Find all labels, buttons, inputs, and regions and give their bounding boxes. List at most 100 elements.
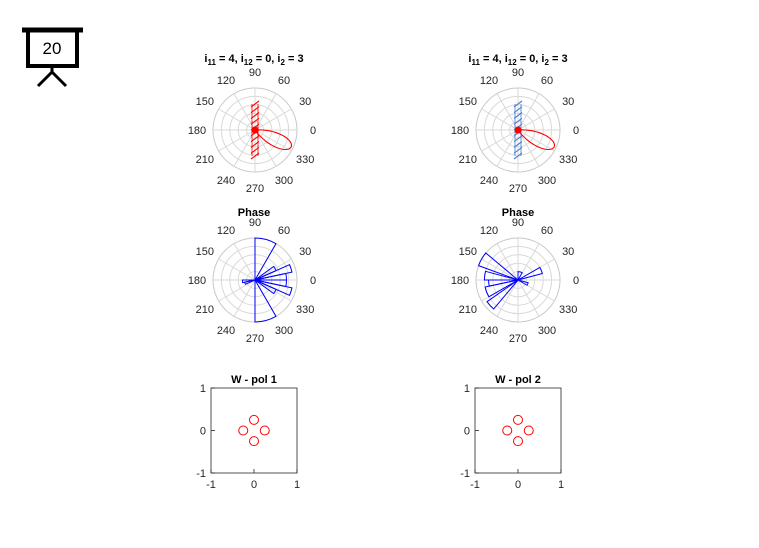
phase-left-angle-label-300: 300 [275, 325, 293, 337]
weights-right-point-1 [502, 425, 513, 436]
phase-right-spoke-240 [496, 279, 519, 317]
weights-right-scatter-plot: -1 0 1 -1 0 1 [460, 383, 564, 491]
phase-left-title: Phase [238, 207, 270, 219]
pattern-left-spoke-210 [218, 129, 256, 152]
phase-left-angle-label-0: 0 [310, 275, 316, 287]
phase-right-spoke-150 [481, 258, 519, 281]
weights-right-point-0 [513, 414, 523, 425]
pattern-right-angle-label-330: 330 [559, 154, 577, 166]
weights-right-axes-box [474, 387, 562, 474]
phase-right-title: Phase [502, 207, 534, 219]
phase-right-bin-7 [517, 279, 529, 286]
phase-left-bin-2 [254, 265, 277, 281]
weights-left-scatter-plot: -1 0 1 -1 0 1 [196, 383, 300, 491]
phase-left-spoke-210 [218, 279, 256, 302]
phase-right-bin-6 [486, 279, 519, 310]
phase-left-angle-label-210: 210 [196, 304, 214, 316]
weights-left-point-0 [249, 414, 259, 425]
board-leg-right [50, 70, 68, 88]
weights-left-point-1 [238, 425, 249, 436]
phase-right-spoke-300 [517, 279, 540, 317]
pattern-left-main-lobe [253, 129, 293, 151]
phase-left-bin-8 [254, 279, 293, 297]
weights-right-y-tick-label: 1 [464, 383, 470, 395]
weights-right-y-tick-label: 0 [464, 426, 470, 438]
pattern-left-angle-label-60: 60 [278, 75, 290, 87]
weights-left-x-tick-label: -1 [206, 479, 216, 491]
weights-right-y-tick-label: -1 [460, 468, 470, 480]
pattern-left-angle-label-120: 120 [217, 75, 235, 87]
pattern-left-spoke-30 [254, 108, 292, 131]
phase-right-angle-label-0: 0 [573, 275, 579, 287]
phase-left-angle-label-30: 30 [299, 246, 311, 258]
pattern-right-spoke-330 [517, 129, 555, 152]
pattern-right-spoke-150 [481, 108, 519, 131]
pattern-left-angle-label-240: 240 [217, 175, 235, 187]
weights-right-point-3 [513, 436, 523, 447]
pattern-left-angle-label-30: 30 [299, 96, 311, 108]
phase-left-bin-5 [244, 279, 256, 285]
weights-left-axes-box [210, 387, 298, 474]
weights-right-x-tick-label: 1 [558, 479, 564, 491]
phase-right-angle-label-180: 180 [451, 275, 469, 287]
pattern-left-spoke-330 [254, 129, 292, 152]
pattern-right-spoke-30 [517, 108, 555, 131]
phase-left-bin-9 [254, 279, 288, 288]
pattern-left-angle-label-210: 210 [196, 154, 214, 166]
pattern-left-spoke-150 [218, 108, 256, 131]
weights-right-title: W - pol 2 [495, 374, 541, 386]
weights-right-point-2 [523, 425, 534, 436]
pattern-left-angle-label-300: 300 [275, 175, 293, 187]
phase-left-angle-label-120: 120 [217, 225, 235, 237]
pattern-right-title: i11 = 4, i12 = 0, i2 = 3 [468, 53, 567, 67]
phase-left-angle-label-270: 270 [246, 333, 264, 345]
weights-left-y-tick-label: 1 [200, 383, 206, 395]
phase-left-spoke-150 [218, 258, 256, 281]
weights-left-y-tick-label: -1 [196, 468, 206, 480]
phase-right-angle-label-30: 30 [562, 246, 574, 258]
phase-right-bin-3 [483, 270, 519, 281]
phase-right-bin-0 [517, 266, 543, 281]
phase-left-spoke-30 [254, 258, 292, 281]
slide-number-board: 20 [22, 27, 83, 88]
phase-left-bin-4 [241, 279, 256, 284]
phase-right-angle-label-150: 150 [459, 246, 477, 258]
phase-right-bin-5 [484, 279, 519, 298]
weights-left-x-tick-label: 1 [294, 479, 300, 491]
pattern-left-angle-label-0: 0 [310, 125, 316, 137]
pattern-right-center-blob [514, 126, 522, 134]
pattern-right-angle-label-240: 240 [480, 175, 498, 187]
pattern-right-angle-label-300: 300 [538, 175, 556, 187]
phase-right-angle-label-60: 60 [541, 225, 553, 237]
phase-left-spoke-120 [233, 243, 256, 281]
pattern-left-title: i11 = 4, i12 = 0, i2 = 3 [204, 53, 303, 67]
weights-left-point-2 [259, 425, 270, 436]
pattern-left-angle-label-150: 150 [196, 96, 214, 108]
pattern-left-center-blob [251, 126, 259, 134]
pattern-left-angle-label-180: 180 [188, 125, 206, 137]
phase-left-spoke-330 [254, 279, 292, 302]
weights-right-x-tick-label: -1 [470, 479, 480, 491]
phase-right-spoke-120 [496, 243, 519, 281]
weights-left-x-tick-label: 0 [251, 479, 257, 491]
phase-right-angle-label-90: 90 [512, 217, 524, 229]
board-leg-left [36, 70, 54, 88]
slide-number: 20 [43, 39, 62, 58]
weights-left-y-tick-label: 0 [200, 426, 206, 438]
phase-right-angle-label-270: 270 [509, 333, 527, 345]
pattern-right-angle-label-120: 120 [480, 75, 498, 87]
phase-left-angle-label-150: 150 [196, 246, 214, 258]
pattern-right-angle-label-0: 0 [573, 125, 579, 137]
pattern-right-angle-label-180: 180 [451, 125, 469, 137]
phase-left-angle-label-180: 180 [188, 275, 206, 287]
phase-left-angle-label-240: 240 [217, 325, 235, 337]
phase-left-angle-label-60: 60 [278, 225, 290, 237]
pattern-right-angle-label-60: 60 [541, 75, 553, 87]
pattern-left-angle-label-90: 90 [249, 67, 261, 79]
pattern-right-angle-label-30: 30 [562, 96, 574, 108]
pattern-left-angle-label-330: 330 [296, 154, 314, 166]
phase-right-angle-label-210: 210 [459, 304, 477, 316]
pattern-right-spoke-210 [481, 129, 519, 152]
